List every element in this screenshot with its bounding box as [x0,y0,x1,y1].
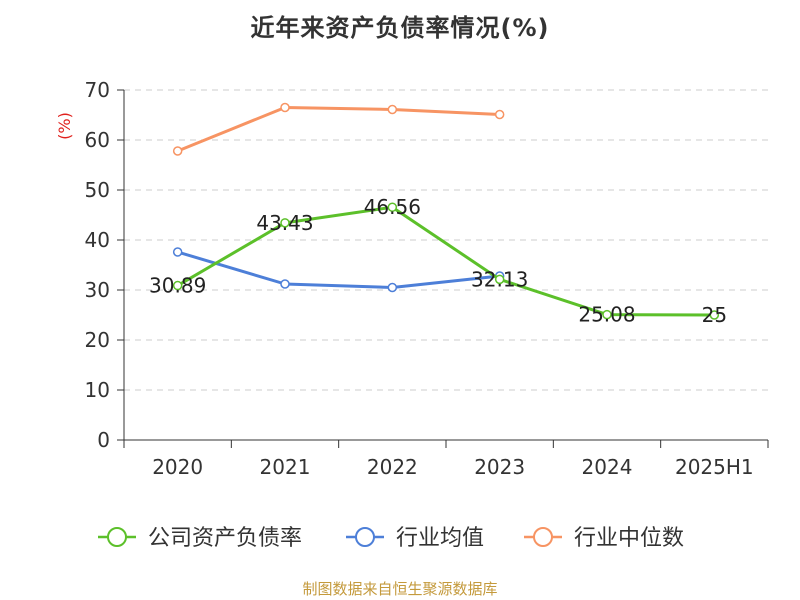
data-label-company: 43.43 [256,211,313,235]
x-tick-label-2022: 2022 [367,455,418,479]
series-company [172,202,720,320]
data-label-company: 25.08 [578,303,635,327]
axes: 0 10 20 30 40 50 60 70 2020 2021 2022 2023 2024 2025H… [85,78,769,479]
y-tick-label: 60 [85,128,110,152]
legend-label: 行业中位数 [574,526,684,551]
y-tick-label: 50 [85,178,110,202]
data-point-company [172,280,183,291]
y-tick-label: 70 [85,78,110,102]
y-tick-label: 30 [85,278,110,302]
x-tick-label-2023: 2023 [474,455,525,479]
data-point-company [602,309,612,320]
series-industry_avg [172,247,505,293]
data-label-company: 46.56 [364,195,421,219]
legend-label: 公司资产负债率 [148,526,302,551]
y-axis-unit-label: (%) [55,112,74,140]
chart-title: 近年来资产负债率情况(%) [250,14,550,42]
data-point-company [494,274,505,285]
x-tick-label-2024: 2024 [582,455,633,479]
grid-lines [124,89,768,391]
data-label-company: 30.89 [149,274,206,298]
y-tick-label: 0 [97,428,110,452]
series-line-company [176,205,715,317]
series-line-industry_median [177,106,500,153]
legend: 公司资产负债率 行业均值 行业中位数 [98,526,684,551]
data-labels: 30.89 43.43 46.56 32.13 25.08 25 [149,195,727,327]
data-point-industry_median [280,102,290,113]
legend-item-industry_avg[interactable]: 行业均值 [346,526,484,551]
x-tick-label-2020: 2020 [152,455,203,479]
legend-label: 行业均值 [396,526,484,551]
legend-item-industry_median[interactable]: 行业中位数 [524,526,684,551]
data-point-company [280,218,290,228]
series-industry_median [172,102,505,156]
data-point-industry_median [172,146,183,156]
source-note: 制图数据来自恒生聚源数据库 [302,580,498,598]
legend-swatch-marker [107,527,127,547]
data-point-company [387,202,398,212]
data-label-company: 25 [702,303,727,327]
data-point-industry_avg [172,247,183,257]
x-tick-label-2021: 2021 [260,455,311,479]
series-line-industry_avg [177,250,500,289]
series-lines [172,102,720,320]
y-tick-label: 10 [85,378,110,402]
x-tick-label-2025H1: 2025H1 [675,455,754,479]
legend-swatch-marker [355,527,375,547]
data-point-industry_median [494,109,505,120]
data-point-industry_avg [387,282,398,293]
data-point-company [709,310,720,320]
data-point-industry_median [387,104,398,115]
legend-item-company[interactable]: 公司资产负债率 [98,526,302,551]
data-point-industry_avg [280,279,290,289]
y-tick-label: 40 [85,228,110,252]
y-tick-label: 20 [85,328,110,352]
data-label-company: 32.13 [471,267,528,291]
legend-swatch-marker [533,527,553,547]
